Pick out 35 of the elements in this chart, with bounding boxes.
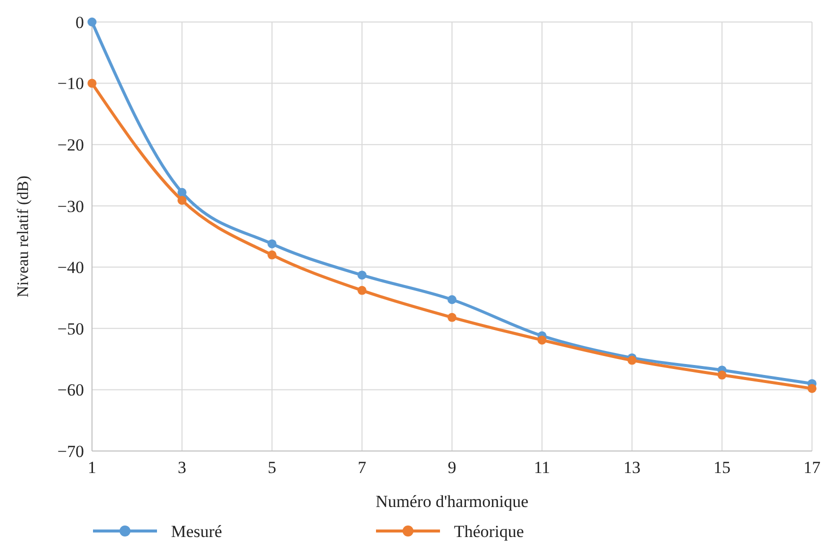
point bbox=[448, 295, 456, 304]
point bbox=[358, 286, 366, 295]
x-tick-label: 11 bbox=[534, 458, 550, 477]
point bbox=[268, 250, 276, 260]
y-tick-label: −50 bbox=[57, 319, 84, 338]
x-tick-label: 1 bbox=[88, 458, 96, 477]
x-tick-label: 13 bbox=[624, 458, 640, 477]
point bbox=[88, 78, 96, 88]
legend-label: Théorique bbox=[454, 522, 524, 541]
x-tick-label: 3 bbox=[178, 458, 186, 477]
point bbox=[718, 370, 726, 380]
x-tick-label: 5 bbox=[268, 458, 276, 477]
point bbox=[178, 196, 186, 205]
y-tick-label: −10 bbox=[57, 74, 84, 94]
x-tick-label: 15 bbox=[714, 458, 730, 477]
x-tick-label: 7 bbox=[358, 458, 367, 477]
point bbox=[538, 336, 546, 345]
y-tick-label: 0 bbox=[76, 12, 84, 32]
point bbox=[88, 18, 96, 26]
y-tick-label: −70 bbox=[57, 442, 84, 461]
y-axis-title: Niveau relatif (dB) bbox=[15, 176, 32, 298]
x-axis-title: Numéro d'harmonique bbox=[376, 492, 528, 511]
y-tick-label: −60 bbox=[57, 380, 84, 400]
y-tick-label: −30 bbox=[57, 196, 84, 216]
point bbox=[268, 239, 276, 248]
legend-label: Mesuré bbox=[171, 522, 222, 541]
point bbox=[628, 356, 636, 365]
point bbox=[448, 312, 456, 322]
point bbox=[808, 384, 816, 393]
point bbox=[358, 270, 366, 280]
y-tick-label: −20 bbox=[57, 136, 84, 155]
x-tick-label: 9 bbox=[448, 458, 456, 477]
y-tick-label: −40 bbox=[57, 258, 84, 278]
x-tick-label: 17 bbox=[804, 458, 821, 477]
point bbox=[178, 188, 186, 197]
